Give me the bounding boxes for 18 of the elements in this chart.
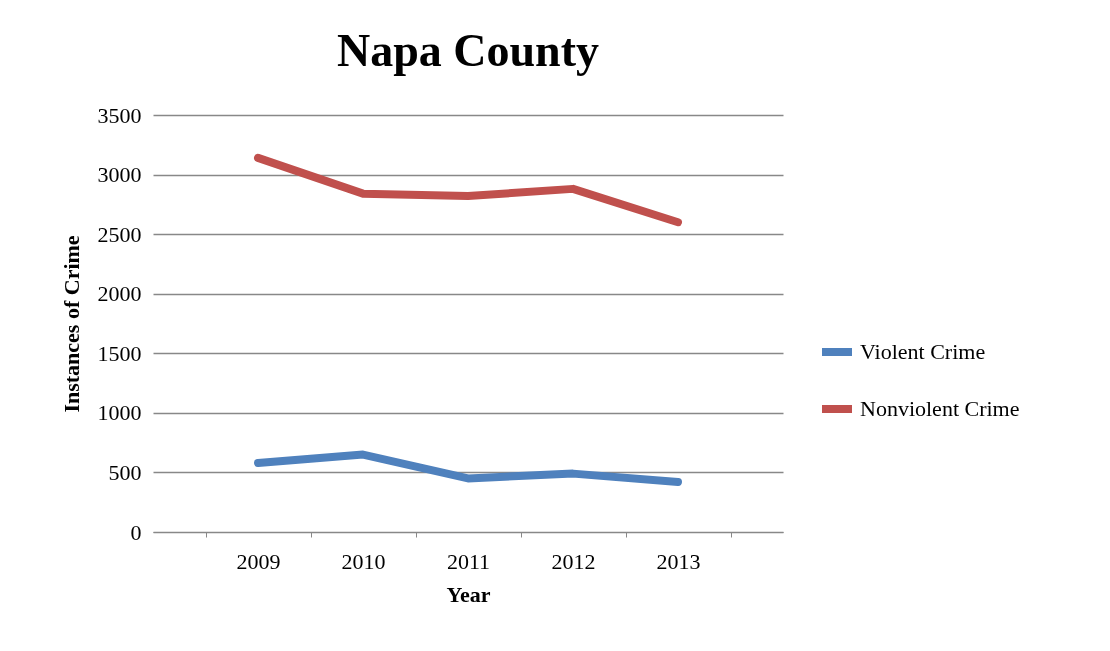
legend-label: Nonviolent Crime bbox=[860, 396, 1020, 421]
y-tick-label: 3500 bbox=[97, 102, 142, 128]
y-tick-label: 1000 bbox=[97, 400, 142, 426]
y-axis-title: Instances of Crime bbox=[58, 235, 84, 413]
y-tick-label: 2500 bbox=[97, 221, 142, 247]
legend-label: Violent Crime bbox=[860, 339, 986, 364]
x-axis-title: Year bbox=[446, 581, 491, 607]
y-tick-label: 1500 bbox=[97, 340, 142, 366]
x-tick-label: 2012 bbox=[551, 548, 596, 574]
y-tick-label: 2000 bbox=[97, 281, 142, 307]
x-tick-label: 2011 bbox=[446, 548, 491, 574]
y-tick-label: 3000 bbox=[97, 162, 142, 188]
x-tick-label: 2009 bbox=[236, 548, 281, 574]
x-tick-label: 2010 bbox=[341, 548, 386, 574]
chart-title: Napa County bbox=[336, 25, 600, 76]
y-tick-label: 0 bbox=[130, 519, 142, 545]
x-tick-label: 2013 bbox=[656, 548, 701, 574]
y-tick-label: 500 bbox=[108, 459, 142, 485]
